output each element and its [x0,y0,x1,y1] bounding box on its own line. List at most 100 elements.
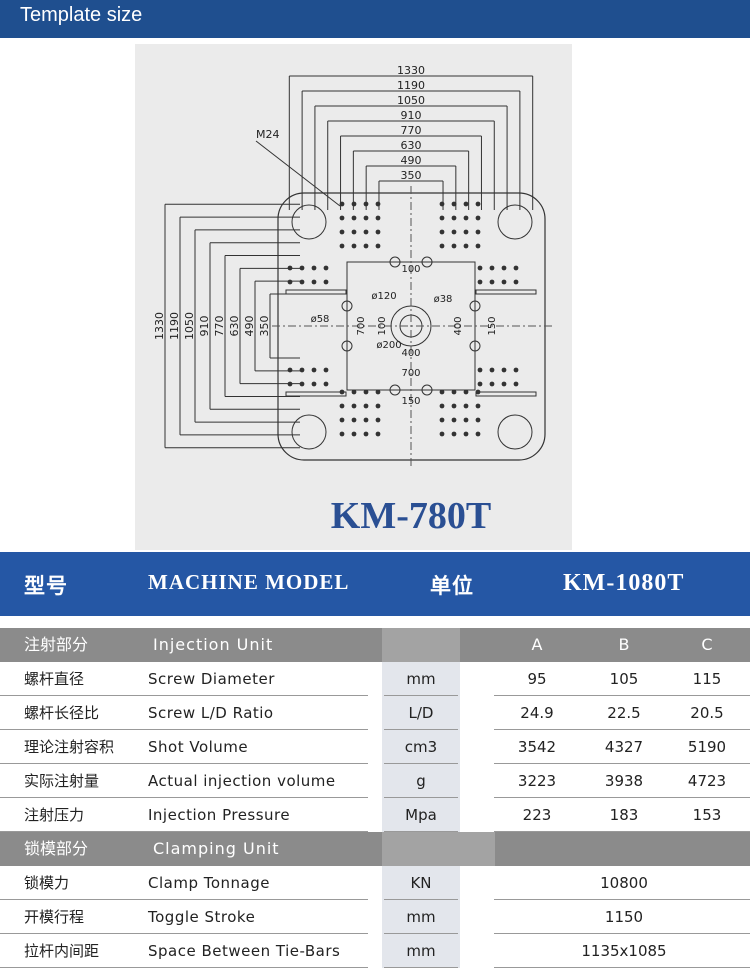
dim-label: 100 [401,264,420,275]
dim-label: 490 [243,316,256,337]
bolt-hole [477,367,483,373]
unit-label-cn: 单位 [430,574,474,598]
row-line [0,763,368,764]
bolt-hole [463,243,469,249]
dim-label: 1050 [183,312,196,340]
bolt-hole [363,403,369,409]
row-line [0,797,368,798]
dim-label: 150 [401,396,420,407]
dim-label: 770 [213,316,226,337]
row-line [494,763,750,764]
tie-bar [497,204,533,240]
bolt-hole [299,367,305,373]
model-name: KM-1080T [563,570,685,596]
bolt-hole [477,265,483,271]
dim-label: 150 [487,316,498,335]
row-value: 20.5 [690,704,724,722]
row-line [0,933,368,934]
bolt-hole [451,215,457,221]
bolt-hole [351,403,357,409]
unit-column [382,798,460,832]
bolt-hole [451,243,457,249]
row-label-en: Clamp Tonnage [148,874,270,892]
bolt-hole [501,279,507,285]
bolt-hole [439,215,445,221]
row-line [384,695,458,696]
bolt-hole [439,403,445,409]
bolt-hole [351,229,357,235]
bolt-hole [501,367,507,373]
bolt-hole [375,215,381,221]
bolt-hole [375,403,381,409]
dim-label: ø120 [371,291,396,302]
bolt-hole [439,389,445,395]
row-line [494,933,750,934]
bolt-hole [375,389,381,395]
row-line [494,899,750,900]
bolt-hole [299,381,305,387]
bolt-hole [475,243,481,249]
row-unit: Mpa [405,806,437,824]
bolt-hole [463,229,469,235]
bolt-hole [375,243,381,249]
bolt-hole [489,279,495,285]
section-bar-unit [382,832,495,866]
bolt-hole [323,381,329,387]
dim-label: 490 [401,154,422,167]
bolt-hole [475,431,481,437]
row-value: 5190 [687,738,727,756]
bolt-hole [475,201,481,207]
bolt-hole [339,403,345,409]
bolt-hole [299,265,305,271]
dim-label: ø200 [376,340,401,351]
template-panel [135,44,572,550]
bolt-hole [513,265,519,271]
bolt-hole [311,279,317,285]
bolt-hole [439,229,445,235]
locating-hole [389,384,401,396]
bolt-hole [339,417,345,423]
bolt-hole [477,279,483,285]
bolt-hole [489,367,495,373]
callout-label: M24 [256,128,280,141]
bolt-hole [375,417,381,423]
row-label-cn: 锁模力 [24,874,70,892]
bolt-hole [475,403,481,409]
column-header: C [701,635,713,654]
row-label-cn: 拉杆内间距 [24,942,100,960]
bolt-hole [463,417,469,423]
row-line [0,831,368,832]
bolt-hole [339,243,345,249]
bolt-hole [513,381,519,387]
bolt-hole [463,201,469,207]
bolt-hole [451,389,457,395]
row-line [384,899,458,900]
bolt-hole [463,215,469,221]
locating-hole [469,340,481,352]
row-label-en: Injection Pressure [148,806,291,824]
row-value: 115 [692,670,722,688]
template-model: KM-780T [331,495,491,537]
bolt-hole [439,417,445,423]
row-label-en: Screw Diameter [148,670,275,688]
dim-label: 1330 [153,312,166,340]
bolt-hole [363,215,369,221]
row-value: 1150 [604,908,644,926]
bolt-hole [477,381,483,387]
row-unit: cm3 [404,738,438,756]
section-title-en: Injection Unit [153,635,274,654]
slot [475,289,537,295]
bolt-hole [363,431,369,437]
dim-label: 400 [453,316,464,335]
row-value: 1135x1085 [581,942,667,960]
bolt-hole [439,243,445,249]
bolt-hole [339,229,345,235]
row-unit: mm [406,908,436,926]
row-label-cn: 开模行程 [24,908,85,926]
bolt-hole [339,431,345,437]
bolt-hole [463,431,469,437]
unit-column [382,900,460,934]
row-line [384,763,458,764]
bolt-hole [451,431,457,437]
